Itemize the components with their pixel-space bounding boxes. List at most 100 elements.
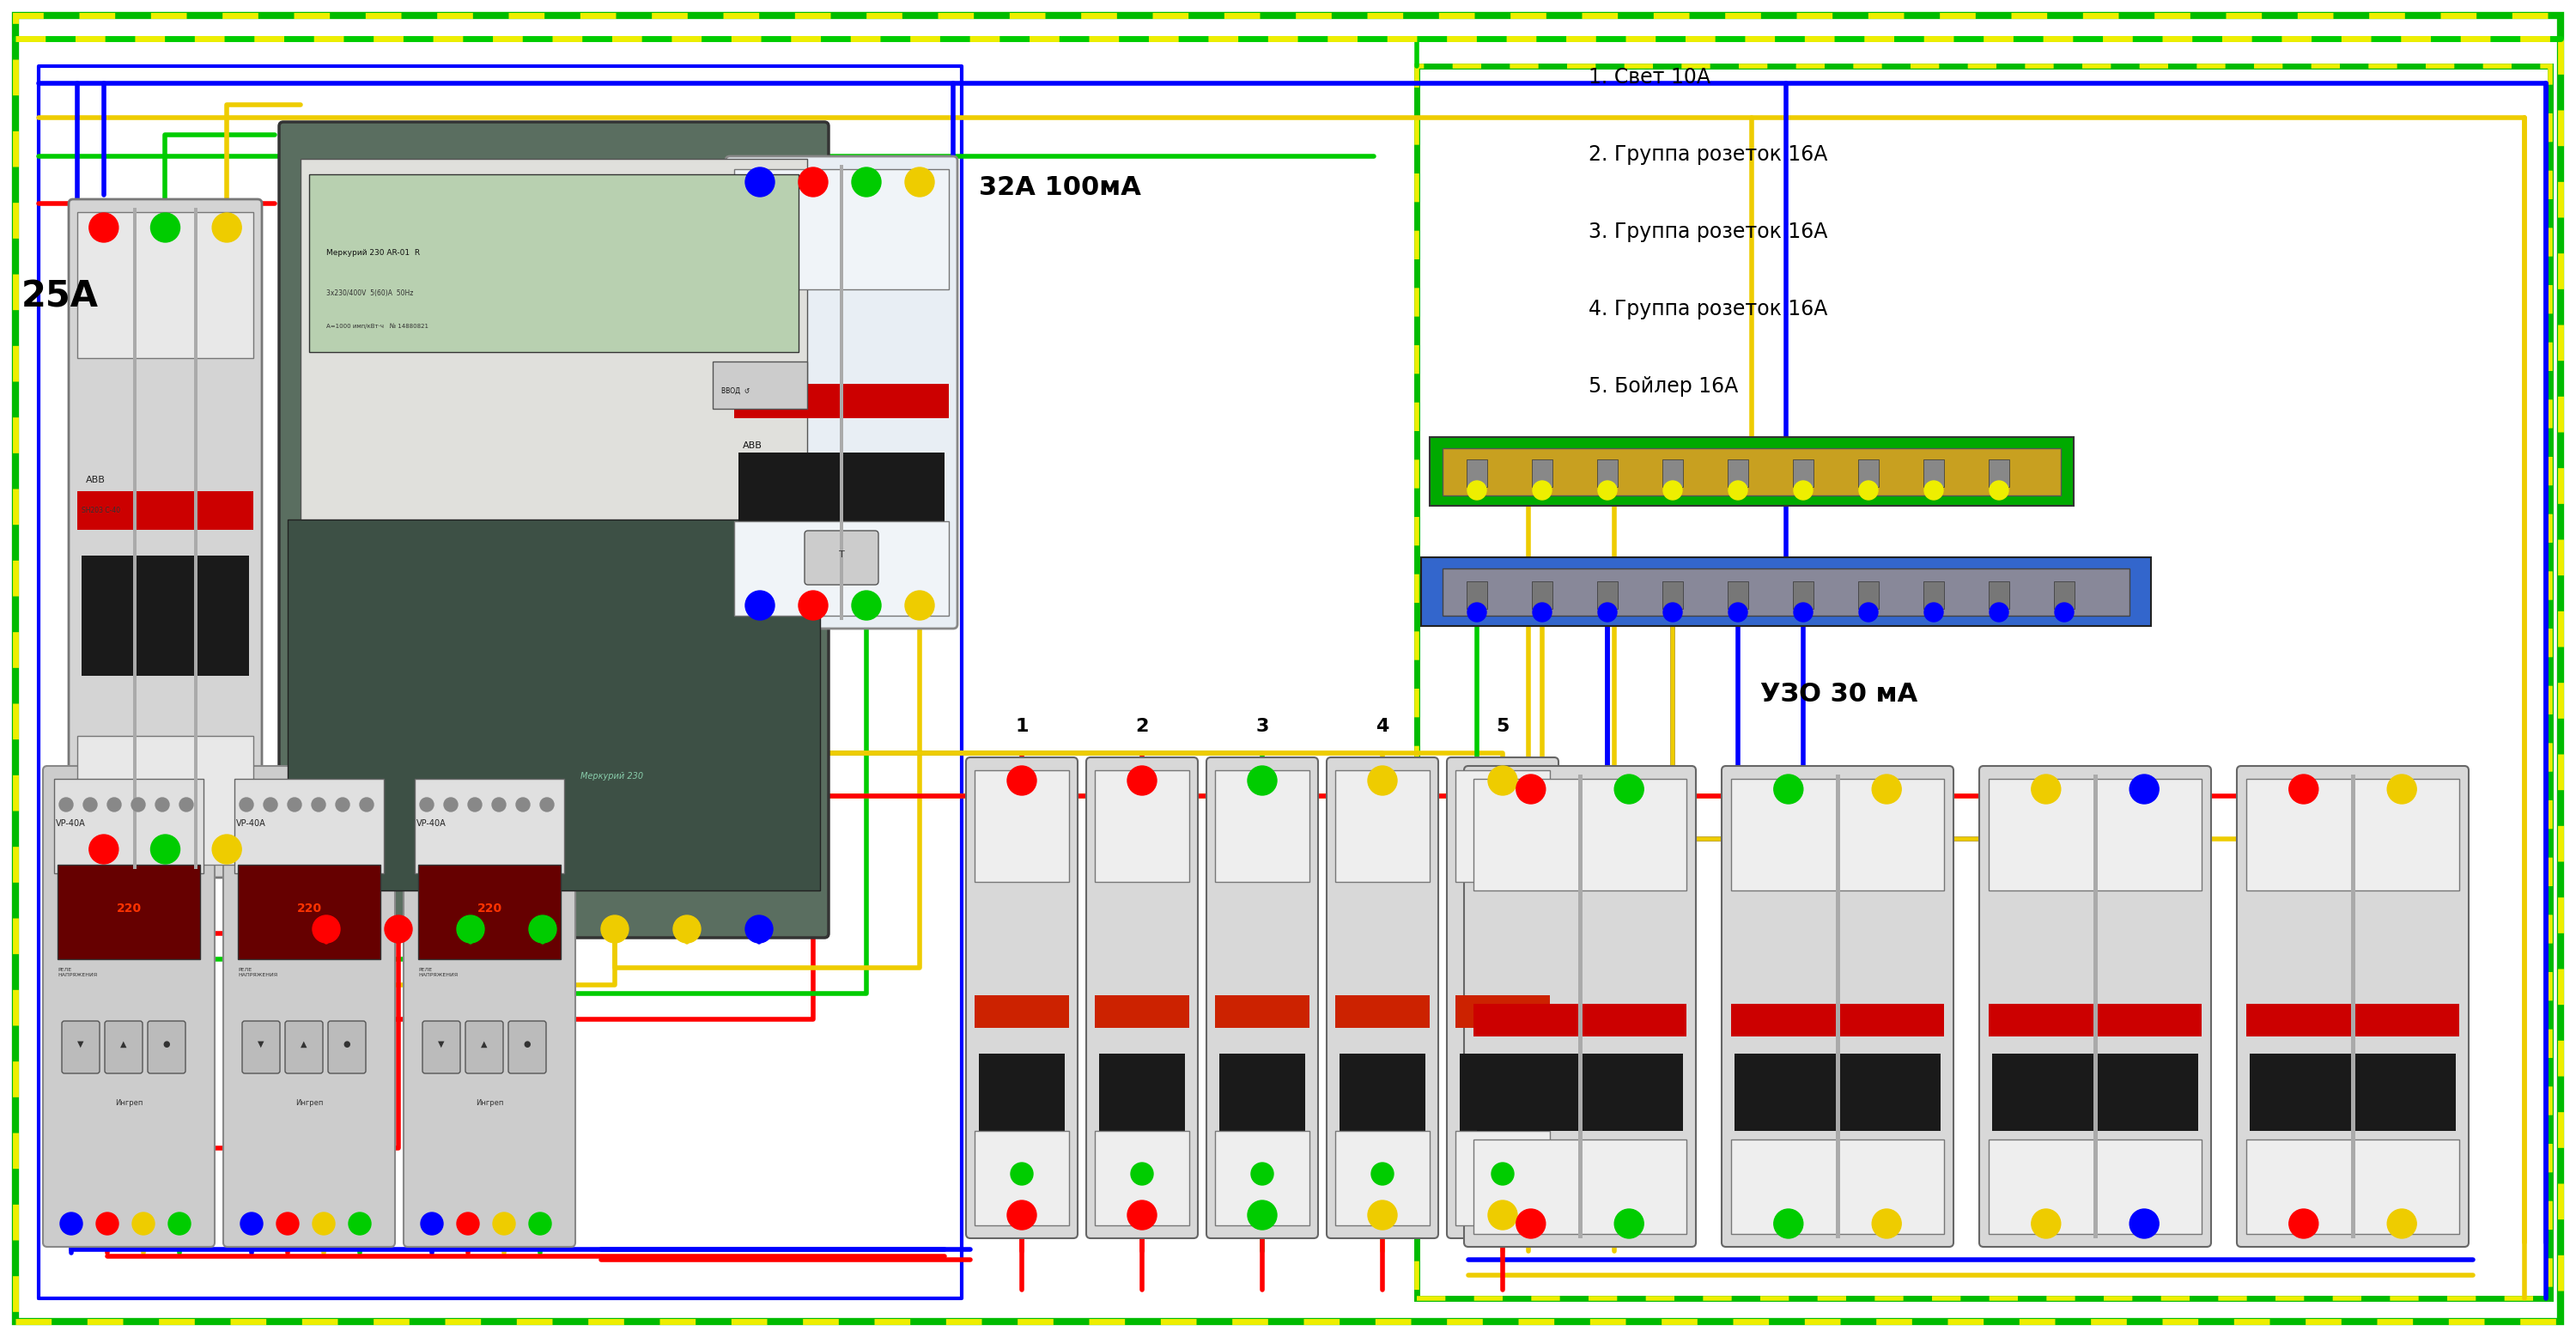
Bar xyxy=(1728,582,1749,608)
Text: РЕЛЕ
НАПРЯЖЕНИЯ: РЕЛЕ НАПРЯЖЕНИЯ xyxy=(237,968,278,977)
Bar xyxy=(301,159,806,545)
Circle shape xyxy=(149,834,180,864)
Circle shape xyxy=(1873,1209,1901,1238)
Bar xyxy=(840,164,842,620)
Bar xyxy=(1473,1004,1687,1036)
FancyBboxPatch shape xyxy=(1087,757,1198,1238)
FancyBboxPatch shape xyxy=(44,766,214,1247)
FancyBboxPatch shape xyxy=(106,1021,142,1074)
Bar xyxy=(2246,1139,2460,1234)
Circle shape xyxy=(131,798,144,812)
Bar xyxy=(1095,995,1190,1028)
Bar xyxy=(1100,1054,1185,1131)
Bar xyxy=(193,207,198,869)
Circle shape xyxy=(744,916,773,943)
FancyBboxPatch shape xyxy=(224,766,394,1247)
Bar xyxy=(1989,582,2009,608)
Circle shape xyxy=(312,916,340,943)
FancyBboxPatch shape xyxy=(1721,766,1953,1247)
Text: T: T xyxy=(840,551,845,559)
Circle shape xyxy=(1664,481,1682,500)
Circle shape xyxy=(263,798,278,812)
Circle shape xyxy=(211,213,242,242)
Text: 2: 2 xyxy=(1136,718,1149,735)
Circle shape xyxy=(276,1213,299,1235)
Bar xyxy=(1095,1131,1190,1226)
FancyBboxPatch shape xyxy=(327,1021,366,1074)
Circle shape xyxy=(469,798,482,812)
Circle shape xyxy=(1128,1201,1157,1230)
Text: ▲: ▲ xyxy=(121,1040,126,1048)
Bar xyxy=(1455,995,1551,1028)
Text: 32A 100мА: 32A 100мА xyxy=(979,175,1141,201)
Bar xyxy=(974,770,1069,882)
Circle shape xyxy=(1775,774,1803,804)
Bar xyxy=(714,361,806,409)
Circle shape xyxy=(1010,1163,1033,1185)
Bar xyxy=(1597,582,1618,608)
FancyBboxPatch shape xyxy=(404,766,574,1247)
Text: ▼: ▼ xyxy=(77,1040,85,1048)
Circle shape xyxy=(2130,1209,2159,1238)
Text: 3x230/400V  5(60)A  50Hz: 3x230/400V 5(60)A 50Hz xyxy=(327,290,412,297)
Circle shape xyxy=(799,591,827,620)
Bar xyxy=(1989,779,2202,890)
Circle shape xyxy=(1775,1209,1803,1238)
Text: 25A: 25A xyxy=(21,278,98,314)
Circle shape xyxy=(1468,603,1486,622)
Circle shape xyxy=(1533,481,1551,500)
Text: Ингреп: Ингреп xyxy=(116,1099,142,1107)
Circle shape xyxy=(1368,1201,1396,1230)
Circle shape xyxy=(515,798,531,812)
Circle shape xyxy=(2032,1209,2061,1238)
Circle shape xyxy=(1468,481,1486,500)
Circle shape xyxy=(1492,1163,1515,1185)
Text: 1: 1 xyxy=(1015,718,1028,735)
Circle shape xyxy=(335,798,350,812)
Bar xyxy=(1597,460,1618,487)
Circle shape xyxy=(492,798,505,812)
FancyBboxPatch shape xyxy=(62,1021,100,1074)
Bar xyxy=(417,865,562,959)
Circle shape xyxy=(361,798,374,812)
Bar xyxy=(1924,460,1945,487)
Text: 220: 220 xyxy=(477,902,502,915)
Bar xyxy=(77,491,252,529)
Bar xyxy=(1533,582,1553,608)
Circle shape xyxy=(90,213,118,242)
Bar xyxy=(289,519,819,890)
Bar xyxy=(77,735,252,865)
Text: ▼: ▼ xyxy=(258,1040,265,1048)
Bar xyxy=(979,1054,1064,1131)
FancyBboxPatch shape xyxy=(1448,757,1558,1238)
Circle shape xyxy=(1664,603,1682,622)
FancyBboxPatch shape xyxy=(1463,766,1695,1247)
Circle shape xyxy=(904,591,935,620)
Circle shape xyxy=(1533,603,1551,622)
Bar xyxy=(134,207,137,869)
Bar xyxy=(734,384,948,418)
Bar xyxy=(1095,770,1190,882)
Circle shape xyxy=(528,916,556,943)
Circle shape xyxy=(1860,481,1878,500)
Circle shape xyxy=(2130,774,2159,804)
Bar xyxy=(1466,582,1486,608)
Bar xyxy=(2094,774,2097,1238)
Circle shape xyxy=(1517,774,1546,804)
Text: Меркурий 230 AR-01  R: Меркурий 230 AR-01 R xyxy=(327,250,420,257)
Text: ABB: ABB xyxy=(85,476,106,484)
Bar xyxy=(1461,1054,1546,1131)
Bar xyxy=(1430,437,2074,505)
Circle shape xyxy=(1252,1163,1273,1185)
Circle shape xyxy=(1489,766,1517,796)
Text: 5: 5 xyxy=(1497,718,1510,735)
Text: ●: ● xyxy=(162,1040,170,1048)
FancyBboxPatch shape xyxy=(1327,757,1437,1238)
Circle shape xyxy=(1370,1163,1394,1185)
Bar xyxy=(1216,995,1309,1028)
Bar xyxy=(1455,1131,1551,1226)
Circle shape xyxy=(2290,1209,2318,1238)
Circle shape xyxy=(1989,603,2009,622)
Text: 2. Группа розеток 16A: 2. Группа розеток 16A xyxy=(1589,144,1826,164)
Text: ▲: ▲ xyxy=(301,1040,307,1048)
